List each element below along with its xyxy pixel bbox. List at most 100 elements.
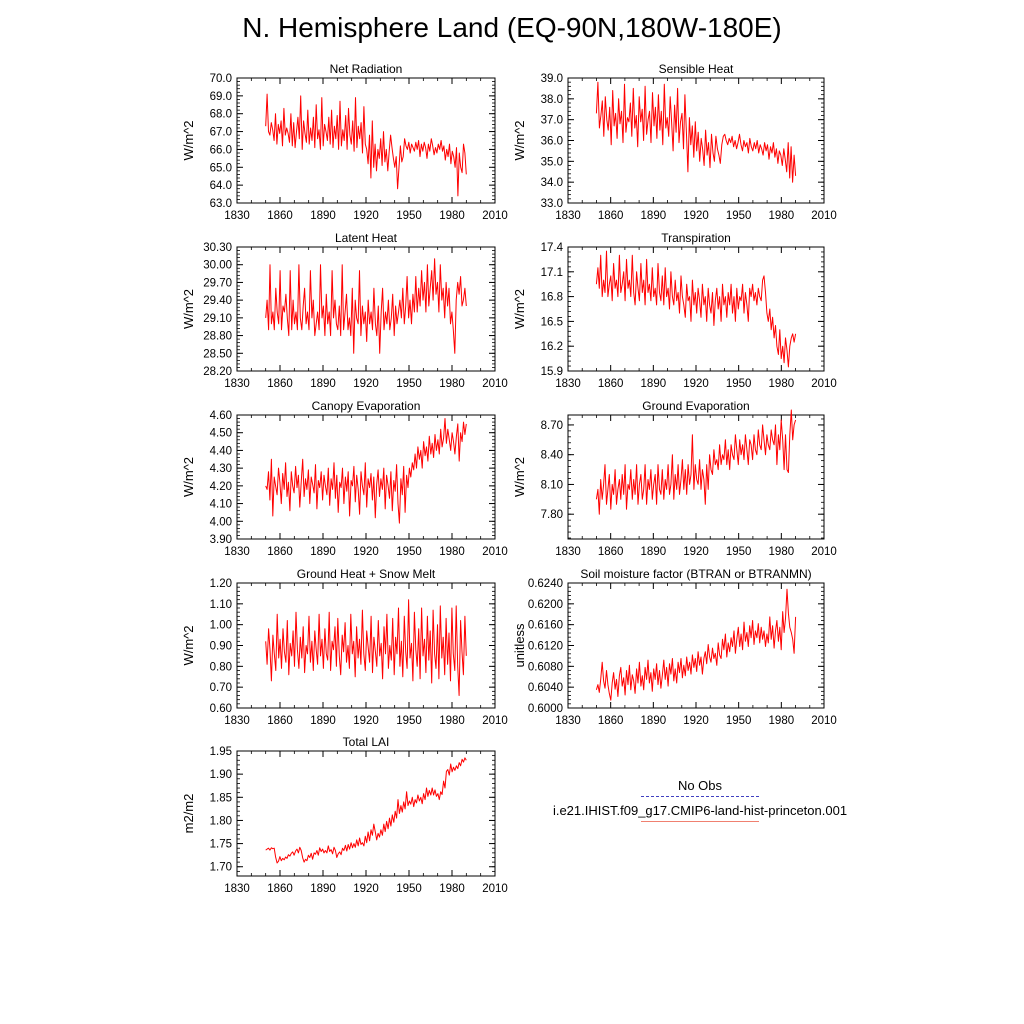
- panel-7-xtick-label-0: 1830: [224, 715, 250, 727]
- panel-9-ytick-label-3: 1.85: [210, 792, 232, 804]
- panel-3-ytick-label-4: 29.40: [203, 295, 232, 307]
- panel-1-ytick-label-7: 70.0: [210, 73, 232, 85]
- panel-2-xtick-label-6: 2010: [811, 210, 837, 222]
- panel-8-series-line-1: [595, 588, 797, 701]
- panel-5-ytick-label-4: 4.30: [210, 463, 232, 475]
- panel-1-xtick-label-2: 1890: [310, 210, 336, 222]
- legend-model-swatch: [641, 821, 759, 822]
- panel-2-ylabel: W/m^2: [512, 120, 527, 160]
- panel-3-ytick-label-2: 28.80: [203, 331, 232, 343]
- panel-8-ytick-label-2: 0.6080: [528, 661, 563, 673]
- panel-8-ytick-label-0: 0.6000: [528, 703, 563, 715]
- panel-7: Ground Heat + Snow Melt W/m^2 1830 1860 1890…: [181, 567, 508, 727]
- panel-4-xtick-label-3: 1920: [683, 378, 709, 390]
- panel-6-title: Ground Evaporation: [642, 399, 749, 413]
- panel-8-xtick-label-6: 2010: [811, 715, 837, 727]
- panel-8-xtick-label-3: 1920: [683, 715, 709, 727]
- panel-5-title: Canopy Evaporation: [312, 399, 421, 413]
- panel-9-title: Total LAI: [343, 735, 390, 749]
- panel-7-xtick-label-1: 1860: [267, 715, 293, 727]
- panel-7-xtick-label-3: 1920: [353, 715, 379, 727]
- panel-5-ytick-label-3: 4.20: [210, 481, 232, 493]
- panel-9-xtick-label-5: 1980: [439, 883, 465, 895]
- panel-8-title: Soil moisture factor (BTRAN or BTRANMN): [580, 567, 811, 581]
- panel-2: Sensible Heat W/m^2 1830 1860 1890 1920 1950 19…: [512, 62, 837, 222]
- panel-1-xtick-label-6: 2010: [482, 210, 508, 222]
- panel-1-ytick-label-4: 67.0: [210, 127, 232, 139]
- panel-5-xtick-label-0: 1830: [224, 546, 250, 558]
- panel-2-xtick-label-0: 1830: [555, 210, 581, 222]
- panel-7-ytick-label-2: 0.80: [210, 661, 232, 673]
- panel-3-ytick-label-6: 30.00: [203, 260, 232, 272]
- panel-4-xtick-label-4: 1950: [726, 378, 752, 390]
- panel-9-ytick-label-1: 1.75: [210, 839, 232, 851]
- panel-2-ytick-label-6: 39.0: [541, 73, 563, 85]
- panel-3-xtick-label-3: 1920: [353, 378, 379, 390]
- panel-3-ytick-label-5: 29.70: [203, 277, 232, 289]
- panel-9-xtick-label-4: 1950: [396, 883, 422, 895]
- panel-4-ytick-label-0: 15.9: [541, 366, 563, 378]
- panel-1-title: Net Radiation: [330, 62, 403, 76]
- panel-9-xtick-label-1: 1860: [267, 883, 293, 895]
- panel-4-xtick-label-1: 1860: [598, 378, 624, 390]
- panel-6-xtick-label-5: 1980: [769, 546, 795, 558]
- panel-7-xtick-label-4: 1950: [396, 715, 422, 727]
- panel-4-xtick-label-6: 2010: [811, 378, 837, 390]
- panel-5-xtick-label-2: 1890: [310, 546, 336, 558]
- panel-4-ytick-label-2: 16.5: [541, 316, 563, 328]
- panel-7-xtick-label-2: 1890: [310, 715, 336, 727]
- panel-2-xtick-label-3: 1920: [683, 210, 709, 222]
- panel-3-xtick-label-2: 1890: [310, 378, 336, 390]
- panel-1-xtick-label-0: 1830: [224, 210, 250, 222]
- panel-8: Soil moisture factor (BTRAN or BTRANMN) u…: [512, 567, 837, 727]
- panel-4-ytick-label-1: 16.2: [541, 341, 563, 353]
- panel-4: Transpiration W/m^2 1830 1860 1890 1920 1950 19…: [512, 231, 837, 390]
- panel-6-ytick-label-3: 8.70: [541, 420, 563, 432]
- panel-2-series-line-1: [595, 81, 797, 183]
- panel-7-ytick-label-3: 0.90: [210, 641, 232, 653]
- panel-1-xtick-label-3: 1920: [353, 210, 379, 222]
- panel-8-frame: [567, 582, 825, 709]
- panel-5-ytick-label-7: 4.60: [210, 410, 232, 422]
- panel-6-ytick-label-0: 7.80: [541, 509, 563, 521]
- panel-7-ytick-label-6: 1.20: [210, 578, 232, 590]
- panel-1-ytick-label-6: 69.0: [210, 91, 232, 103]
- panel-7-series-line-1: [265, 599, 467, 696]
- panel-1-ytick-label-3: 66.0: [210, 144, 232, 156]
- panel-9-ytick-label-4: 1.90: [210, 769, 232, 781]
- panel-2-title: Sensible Heat: [659, 62, 734, 76]
- panel-1-ytick-label-0: 63.0: [210, 198, 232, 210]
- panel-2-ytick-label-4: 37.0: [541, 115, 563, 127]
- panel-6: Ground Evaporation W/m^2 1830 1860 1890 1920 1…: [512, 399, 837, 558]
- panel-9-xtick-label-3: 1920: [353, 883, 379, 895]
- panel-5-xtick-label-4: 1950: [396, 546, 422, 558]
- panel-2-ytick-label-0: 33.0: [541, 198, 563, 210]
- panel-7-ytick-label-4: 1.00: [210, 620, 232, 632]
- panel-9: Total LAI m2/m2 1830 1860 1890 1920 1950 1980 20…: [181, 735, 508, 895]
- panel-1-xtick-label-1: 1860: [267, 210, 293, 222]
- panel-8-xtick-label-2: 1890: [641, 715, 667, 727]
- panel-7-ytick-label-0: 0.60: [210, 703, 232, 715]
- panel-5-xtick-label-5: 1980: [439, 546, 465, 558]
- panel-4-xtick-label-5: 1980: [769, 378, 795, 390]
- panel-2-ytick-label-3: 36.0: [541, 136, 563, 148]
- panel-4-ytick-label-4: 17.1: [541, 267, 563, 279]
- panel-3-xtick-label-5: 1980: [439, 378, 465, 390]
- panel-9-ytick-label-0: 1.70: [210, 862, 232, 874]
- panel-4-ylabel: W/m^2: [512, 289, 527, 329]
- panel-6-xtick-label-3: 1920: [683, 546, 709, 558]
- panel-5-series-line-1: [265, 418, 467, 524]
- panel-5-ytick-label-1: 4.00: [210, 516, 232, 528]
- panel-8-xtick-label-0: 1830: [555, 715, 581, 727]
- panel-7-xtick-label-6: 2010: [482, 715, 508, 727]
- panel-7-title: Ground Heat + Snow Melt: [297, 567, 436, 581]
- panel-9-ytick-label-5: 1.95: [210, 746, 232, 758]
- panel-8-xtick-label-1: 1860: [598, 715, 624, 727]
- panel-9-xtick-label-6: 2010: [482, 883, 508, 895]
- panel-9-ytick-label-2: 1.80: [210, 815, 232, 827]
- panel-6-series-line-1: [595, 409, 797, 515]
- panel-6-xtick-label-1: 1860: [598, 546, 624, 558]
- panel-8-ytick-label-5: 0.6200: [528, 599, 563, 611]
- panel-4-title: Transpiration: [661, 231, 731, 245]
